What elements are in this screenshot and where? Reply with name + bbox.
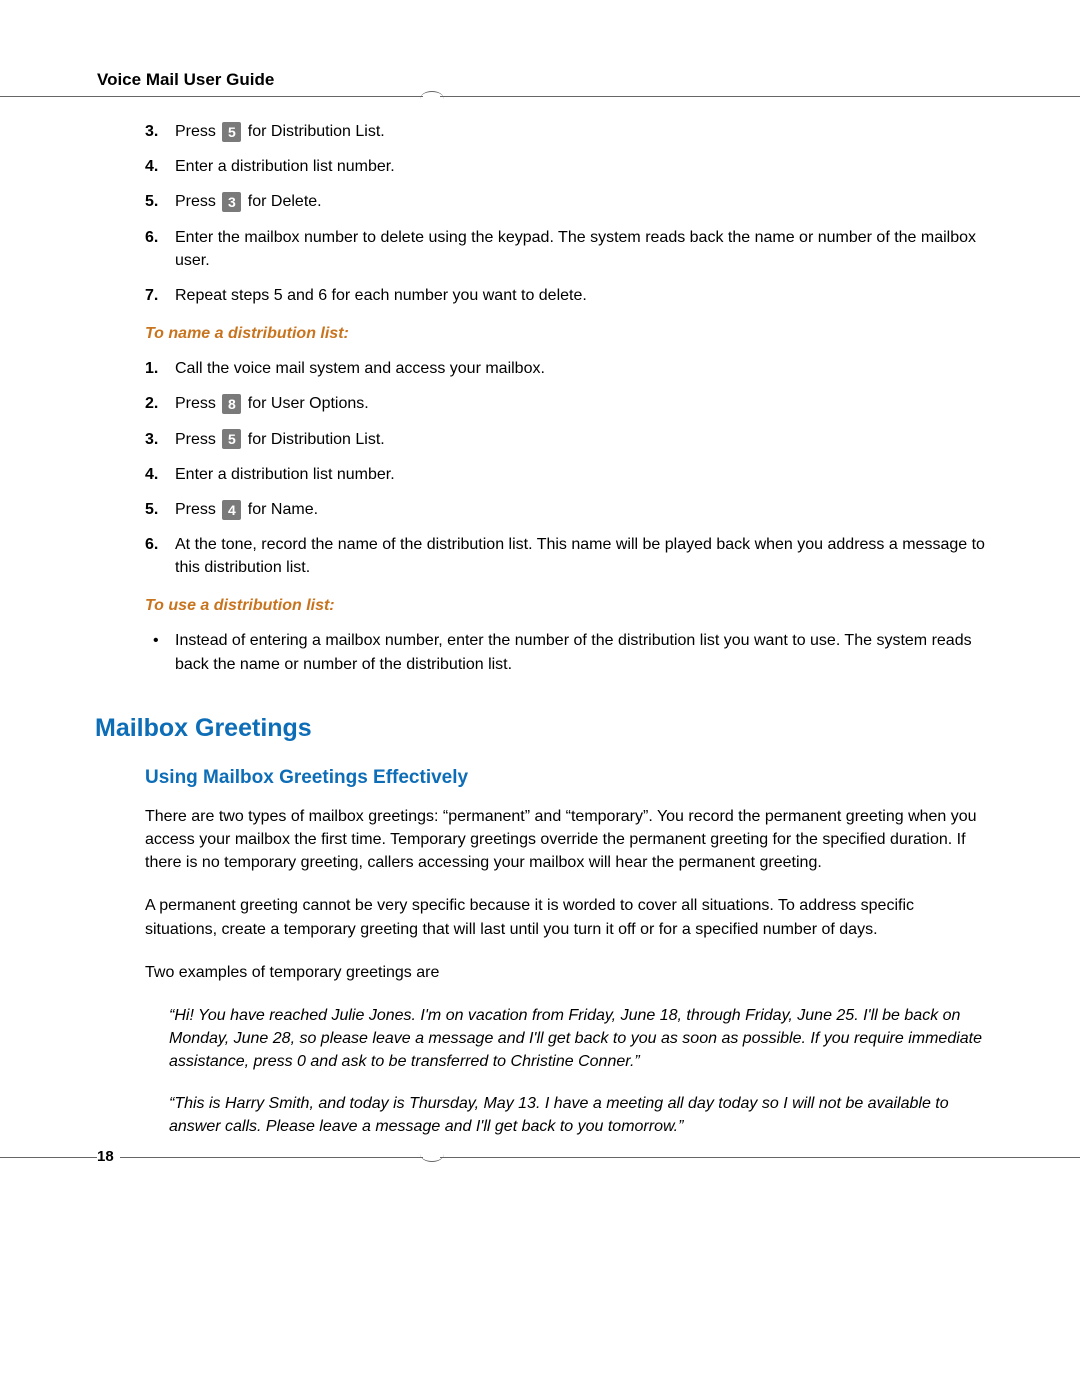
- step-5: 5. Press 3 for Delete.: [145, 190, 990, 213]
- bullet-text: Instead of entering a mailbox number, en…: [175, 632, 972, 672]
- step-text-after: for User Options.: [243, 395, 368, 412]
- heading-mailbox-greetings: Mailbox Greetings: [95, 714, 990, 743]
- bullet-list: Instead of entering a mailbox number, en…: [145, 629, 990, 675]
- example-quote-2: “This is Harry Smith, and today is Thurs…: [169, 1092, 990, 1138]
- step-7: 7. Repeat steps 5 and 6 for each number …: [145, 284, 990, 307]
- header-rule-left: [0, 96, 423, 97]
- step-number: 4.: [145, 463, 158, 486]
- step-text: Repeat steps 5 and 6 for each number you…: [175, 287, 587, 304]
- paragraph-3: Two examples of temporary greetings are: [145, 961, 990, 984]
- steps-list-1: 3. Press 5 for Distribution List. 4. Ent…: [145, 120, 990, 307]
- page-number: 18: [97, 1148, 120, 1165]
- step-3b: 3. Press 5 for Distribution List.: [145, 428, 990, 451]
- steps-list-2: 1. Call the voice mail system and access…: [145, 357, 990, 579]
- key-5-icon: 5: [222, 122, 241, 142]
- step-number: 3.: [145, 428, 158, 451]
- paragraph-2: A permanent greeting cannot be very spec…: [145, 894, 990, 940]
- example-quote-1: “Hi! You have reached Julie Jones. I'm o…: [169, 1004, 990, 1074]
- step-text: Call the voice mail system and access yo…: [175, 360, 545, 377]
- step-number: 5.: [145, 498, 158, 521]
- bullet-item: Instead of entering a mailbox number, en…: [145, 629, 990, 675]
- step-1: 1. Call the voice mail system and access…: [145, 357, 990, 380]
- step-text-after: for Distribution List.: [243, 431, 384, 448]
- step-text-before: Press: [175, 193, 220, 210]
- step-6b: 6. At the tone, record the name of the d…: [145, 533, 990, 579]
- step-text-after: for Name.: [243, 501, 318, 518]
- page-header: Voice Mail User Guide: [97, 70, 274, 90]
- step-4b: 4. Enter a distribution list number.: [145, 463, 990, 486]
- step-text: Enter a distribution list number.: [175, 466, 395, 483]
- step-3: 3. Press 5 for Distribution List.: [145, 120, 990, 143]
- step-number: 6.: [145, 533, 158, 556]
- step-number: 5.: [145, 190, 158, 213]
- heading-using-greetings: Using Mailbox Greetings Effectively: [145, 767, 990, 789]
- step-number: 7.: [145, 284, 158, 307]
- step-text-before: Press: [175, 501, 220, 518]
- footer-rule-left: [0, 1157, 423, 1158]
- step-number: 1.: [145, 357, 158, 380]
- step-text-before: Press: [175, 123, 220, 140]
- step-6: 6. Enter the mailbox number to delete us…: [145, 226, 990, 272]
- header-rule-right: [440, 96, 1080, 97]
- step-text-before: Press: [175, 395, 220, 412]
- key-4-icon: 4: [222, 500, 241, 520]
- paragraph-1: There are two types of mailbox greetings…: [145, 805, 990, 875]
- key-3-icon: 3: [222, 192, 241, 212]
- quote-text: “This is Harry Smith, and today is Thurs…: [169, 1092, 990, 1138]
- step-5b: 5. Press 4 for Name.: [145, 498, 990, 521]
- page-content: 3. Press 5 for Distribution List. 4. Ent…: [145, 120, 990, 1156]
- step-text: Enter a distribution list number.: [175, 158, 395, 175]
- step-number: 3.: [145, 120, 158, 143]
- subheading-name-list: To name a distribution list:: [145, 325, 990, 343]
- step-number: 6.: [145, 226, 158, 249]
- step-4: 4. Enter a distribution list number.: [145, 155, 990, 178]
- footer-rule-right: [440, 1157, 1080, 1158]
- step-number: 2.: [145, 392, 158, 415]
- key-8-icon: 8: [222, 394, 241, 414]
- subheading-use-list: To use a distribution list:: [145, 597, 990, 615]
- step-number: 4.: [145, 155, 158, 178]
- step-2: 2. Press 8 for User Options.: [145, 392, 990, 415]
- quote-text: “Hi! You have reached Julie Jones. I'm o…: [169, 1004, 990, 1074]
- step-text-after: for Delete.: [243, 193, 321, 210]
- step-text-after: for Distribution List.: [243, 123, 384, 140]
- key-5-icon: 5: [222, 429, 241, 449]
- step-text: Enter the mailbox number to delete using…: [175, 229, 976, 269]
- step-text-before: Press: [175, 431, 220, 448]
- step-text: At the tone, record the name of the dist…: [175, 536, 985, 576]
